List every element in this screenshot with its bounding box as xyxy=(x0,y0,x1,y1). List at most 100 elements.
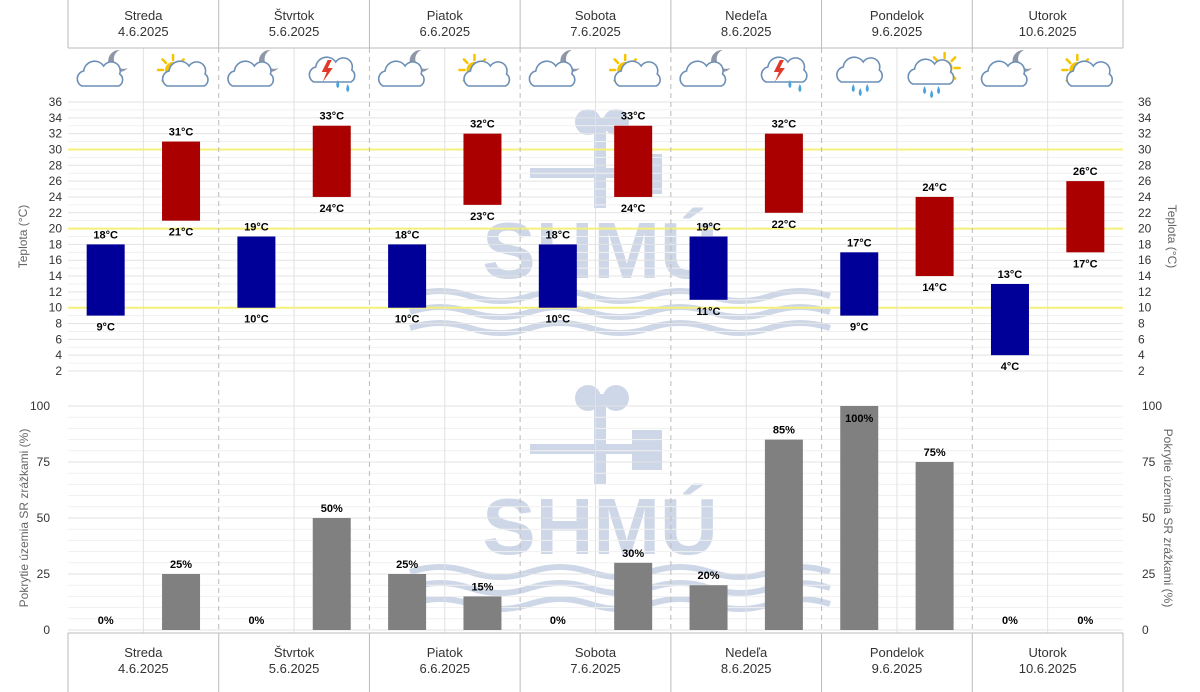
temp-min-label: 10°C xyxy=(395,314,420,326)
cloud-shape xyxy=(308,56,356,83)
moon-cloud-icon xyxy=(679,49,731,87)
day-footer-name: Piatok xyxy=(427,645,464,660)
precip-axis-title-left: Pokrytie územia SR zrážkami (%) xyxy=(17,429,31,608)
temp-min-label: 11°C xyxy=(697,306,721,318)
sun-ray xyxy=(613,58,620,65)
precip-bar-deň xyxy=(764,439,803,630)
temp-tick-left: 14 xyxy=(49,269,63,283)
temp-max-label: 32°C xyxy=(772,119,797,131)
temp-max-label: 33°C xyxy=(319,111,344,123)
rain-drop xyxy=(798,84,802,92)
temp-tick-right: 30 xyxy=(1138,142,1152,156)
wm-anemometer-cup xyxy=(603,385,629,411)
precip-tick-left: 100 xyxy=(30,399,50,413)
temp-tick-left: 30 xyxy=(49,142,63,156)
moon-cloud-icon xyxy=(980,49,1032,87)
lightning-bolt xyxy=(773,60,785,82)
precip-value-label: 50% xyxy=(321,503,343,515)
temp-tick-left: 20 xyxy=(49,222,63,236)
temp-min-label: 4°C xyxy=(1001,361,1020,373)
temp-max-label: 31°C xyxy=(169,127,194,139)
precip-value-label: 0% xyxy=(1002,615,1018,627)
day-header-name: Sobota xyxy=(575,8,617,23)
temp-tick-left: 34 xyxy=(49,111,63,125)
temp-min-label: 10°C xyxy=(546,314,571,326)
rain-drop xyxy=(923,86,927,94)
temp-tick-right: 18 xyxy=(1138,237,1152,251)
temp-bar-noc xyxy=(538,244,577,308)
temp-bar-noc xyxy=(689,236,728,300)
rain-drop xyxy=(858,88,862,96)
temp-tick-right: 10 xyxy=(1138,301,1152,315)
temp-tick-right: 16 xyxy=(1138,253,1152,267)
day-header-date: 6.6.2025 xyxy=(419,24,470,39)
moon-cloud-icon xyxy=(76,49,128,87)
temp-min-label: 23°C xyxy=(470,211,495,223)
day-header-name: Piatok xyxy=(427,8,464,23)
moon-cloud-icon xyxy=(227,49,279,87)
temp-bar-noc xyxy=(840,252,879,316)
temp-min-label: 21°C xyxy=(169,227,194,239)
wm-text: SHMÚ xyxy=(482,206,718,295)
temp-tick-right: 22 xyxy=(1138,206,1152,220)
temp-bar-noc xyxy=(990,283,1029,356)
day-separators xyxy=(67,0,1124,692)
temp-bar-deň xyxy=(764,133,803,213)
sun-ray xyxy=(950,56,957,63)
temp-tick-left: 10 xyxy=(49,301,63,315)
day-footer-name: Utorok xyxy=(1028,645,1067,660)
temp-bar-deň xyxy=(312,125,351,197)
cloud-shape xyxy=(613,60,661,87)
precip-tick-right: 75 xyxy=(1142,455,1156,469)
temp-max-label: 18°C xyxy=(93,229,118,241)
day-footer-name: Pondelok xyxy=(870,645,925,660)
precip-bar-deň xyxy=(614,562,653,630)
temp-tick-left: 22 xyxy=(49,206,63,220)
thunderstorm-icon xyxy=(760,56,808,92)
wm-text: SHMÚ xyxy=(482,482,718,571)
lightning-bolt xyxy=(321,60,333,82)
temp-bar-noc xyxy=(237,236,276,308)
thunderstorm-icon xyxy=(308,56,356,92)
cloud-shape xyxy=(377,60,425,87)
sun-cloud-icon xyxy=(156,53,209,87)
temp-tick-left: 26 xyxy=(49,174,63,188)
precip-bar-noc xyxy=(840,406,879,630)
temp-min-label: 22°C xyxy=(772,219,797,231)
temp-bar-noc xyxy=(86,244,125,316)
precip-tick-right: 0 xyxy=(1142,623,1149,637)
temp-tick-left: 24 xyxy=(49,190,63,204)
temp-max-label: 13°C xyxy=(998,269,1023,281)
temp-bar-deň xyxy=(1066,181,1105,253)
day-header-date: 7.6.2025 xyxy=(570,24,621,39)
cloud-shape xyxy=(528,60,576,87)
temp-tick-left: 28 xyxy=(49,158,63,172)
temp-axis-title-left: Teplota (°C) xyxy=(16,205,30,269)
weather-icons xyxy=(76,49,1114,98)
precip-value-label: 0% xyxy=(1077,615,1093,627)
day-header-date: 5.6.2025 xyxy=(269,24,320,39)
precip-tick-right: 50 xyxy=(1142,511,1156,525)
rain-cloud-icon xyxy=(836,56,883,96)
temp-tick-left: 8 xyxy=(55,317,62,331)
precip-value-label: 75% xyxy=(924,447,946,459)
rain-drop xyxy=(851,84,855,92)
temp-tick-right: 2 xyxy=(1138,364,1145,378)
precip-value-label: 20% xyxy=(698,570,720,582)
temp-tick-left: 32 xyxy=(49,127,63,141)
rain-drop xyxy=(336,80,340,88)
wm-vane xyxy=(632,430,662,470)
rain-drop xyxy=(346,84,350,92)
day-footer-name: Sobota xyxy=(575,645,617,660)
day-header-date: 8.6.2025 xyxy=(721,24,772,39)
precip-tick-left: 75 xyxy=(37,455,51,469)
temp-max-label: 18°C xyxy=(546,229,571,241)
temp-min-label: 9°C xyxy=(850,322,869,334)
rain-drop xyxy=(937,86,941,94)
wm-wave xyxy=(409,320,831,336)
temp-tick-right: 28 xyxy=(1138,158,1152,172)
sun-cloud-icon xyxy=(1061,53,1114,87)
precip-bar-deň xyxy=(915,462,954,630)
